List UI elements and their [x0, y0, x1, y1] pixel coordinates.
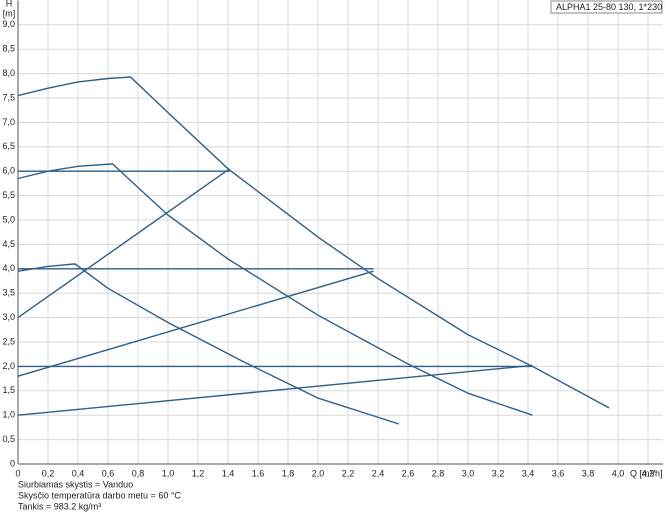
- x-tick-label: 1,4: [222, 468, 235, 478]
- chart-title: ALPHA1 25-80 130, 1*230 V: [556, 2, 665, 12]
- y-tick-label: 9,0: [2, 19, 15, 29]
- y-tick-label: 8,0: [2, 68, 15, 78]
- curve: [17, 76, 610, 409]
- y-tick-label: 2,0: [2, 361, 15, 371]
- x-tick-label: 2,2: [342, 468, 355, 478]
- y-tick-label: 4,0: [2, 263, 15, 273]
- note: Skysčio temperatūra darbo metu = 60 °C: [18, 490, 181, 500]
- y-tick-label: 0,5: [2, 434, 15, 444]
- x-tick-label: 3,0: [462, 468, 475, 478]
- curve: [17, 263, 400, 425]
- curve: [17, 168, 230, 319]
- y-tick-label: 6,5: [2, 141, 15, 151]
- curve: [17, 163, 533, 416]
- y-tick-label: 8,5: [2, 44, 15, 54]
- x-tick-label: 0,4: [72, 468, 85, 478]
- x-tick-label: 1,0: [162, 468, 175, 478]
- x-tick-label: 4,2: [642, 468, 655, 478]
- y-tick-label: 3,0: [2, 312, 15, 322]
- x-tick-label: 2,0: [312, 468, 325, 478]
- x-tick-label: 2,8: [432, 468, 445, 478]
- note: Tankis = 983.2 kg/m³: [18, 501, 101, 511]
- y-tick-label: 7,0: [2, 117, 15, 127]
- y-tick-label: 1,5: [2, 385, 15, 395]
- y-tick-label: 2,5: [2, 336, 15, 346]
- y-tick-label: 5,0: [2, 214, 15, 224]
- y-tick-label: 7,5: [2, 92, 15, 102]
- y-tick-label: 5,5: [2, 190, 15, 200]
- x-axis-label: Q [m³/h]: [630, 468, 663, 478]
- x-tick-label: 1,6: [252, 468, 265, 478]
- x-tick-label: 2,4: [372, 468, 385, 478]
- note: Siurbiamas skystis = Vanduo: [18, 479, 133, 489]
- curve: [17, 364, 533, 416]
- y-axis-label: H: [6, 0, 13, 8]
- x-tick-label: 0: [15, 468, 20, 478]
- y-tick-label: 1,0: [2, 410, 15, 420]
- x-tick-label: 3,8: [582, 468, 595, 478]
- y-tick-label: 0: [10, 458, 15, 468]
- x-tick-label: 0,2: [42, 468, 55, 478]
- x-tick-label: 2,6: [402, 468, 415, 478]
- y-tick-label: 4,5: [2, 239, 15, 249]
- x-tick-label: 0,8: [132, 468, 145, 478]
- y-tick-label: 3,5: [2, 288, 15, 298]
- x-tick-label: 0,6: [102, 468, 115, 478]
- x-tick-label: 4,0: [612, 468, 625, 478]
- x-tick-label: 3,4: [522, 468, 535, 478]
- y-axis-unit: [m]: [3, 8, 16, 18]
- y-tick-label: 6,0: [2, 166, 15, 176]
- curve: [17, 270, 374, 377]
- title-box: [550, 0, 663, 14]
- x-tick-label: 3,6: [552, 468, 565, 478]
- x-tick-label: 1,8: [282, 468, 295, 478]
- x-tick-label: 1,2: [192, 468, 205, 478]
- x-tick-label: 3,2: [492, 468, 505, 478]
